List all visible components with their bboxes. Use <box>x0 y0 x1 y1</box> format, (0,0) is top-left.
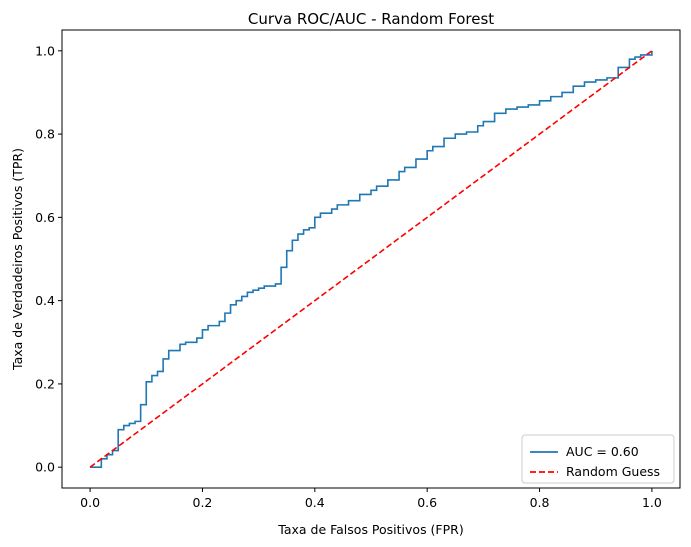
x-axis-ticks: 0.0 0.2 0.4 0.6 0.8 1.0 <box>80 488 662 510</box>
plot-lines <box>89 50 653 468</box>
y-tick-label: 0.8 <box>35 127 55 142</box>
y-axis-title: Taxa de Verdadeiros Positivos (TPR) <box>10 148 25 371</box>
plot-frame <box>61 29 681 489</box>
chart-title: Curva ROC/AUC - Random Forest <box>248 10 494 28</box>
x-tick-label: 0.2 <box>193 495 213 510</box>
y-tick-label: 1.0 <box>35 43 55 58</box>
legend-label-auc: AUC = 0.60 <box>566 444 639 459</box>
legend-box <box>521 434 675 484</box>
x-tick-label: 0.6 <box>417 495 437 510</box>
x-tick-label: 1.0 <box>642 495 662 510</box>
y-axis-ticks: 0.0 0.2 0.4 0.6 0.8 1.0 <box>35 43 62 475</box>
x-axis-title: Taxa de Falsos Positivos (FPR) <box>277 522 463 537</box>
x-tick-label: 0.8 <box>530 495 550 510</box>
roc-curve-line <box>90 50 653 468</box>
y-tick-label: 0.0 <box>35 460 55 475</box>
legend: AUC = 0.60 Random Guess <box>521 434 675 484</box>
y-tick-label: 0.6 <box>35 210 55 225</box>
y-tick-label: 0.4 <box>35 293 55 308</box>
legend-label-random-guess: Random Guess <box>566 464 660 479</box>
random-guess-line <box>89 50 653 468</box>
x-tick-label: 0.4 <box>305 495 325 510</box>
x-tick-label: 0.0 <box>80 495 100 510</box>
y-tick-label: 0.2 <box>35 376 55 391</box>
